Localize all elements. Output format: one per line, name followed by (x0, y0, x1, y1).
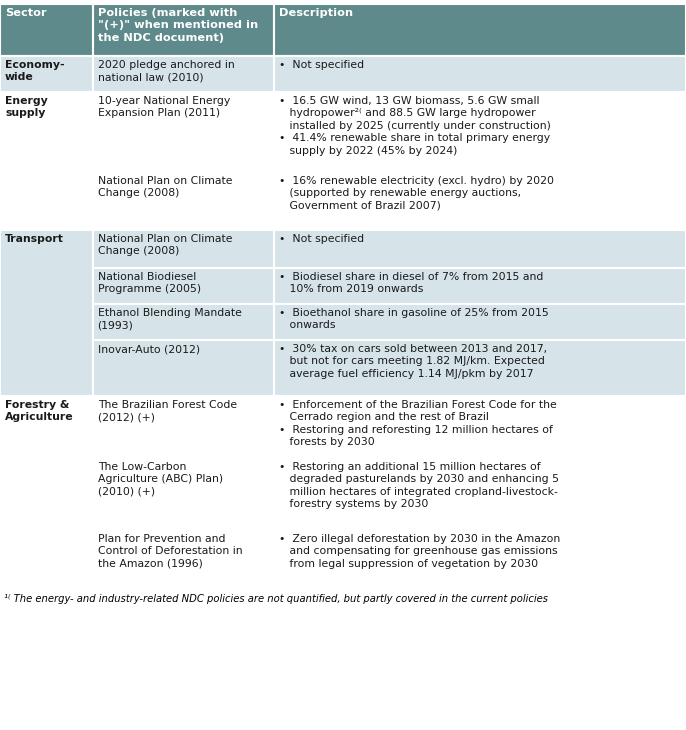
Text: •  30% tax on cars sold between 2013 and 2017,
   but not for cars meeting 1.82 : • 30% tax on cars sold between 2013 and … (279, 344, 547, 379)
Text: •  Biodiesel share in diesel of 7% from 2015 and
   10% from 2019 onwards: • Biodiesel share in diesel of 7% from 2… (279, 272, 544, 294)
Bar (0, 4, 93, 56)
Bar (274, 396, 686, 458)
Bar (274, 304, 686, 340)
Text: Sector: Sector (5, 8, 47, 18)
Bar (0, 230, 93, 396)
Bar (93, 458, 274, 530)
Text: National Plan on Climate
Change (2008): National Plan on Climate Change (2008) (97, 176, 232, 199)
Text: Economy-
wide: Economy- wide (5, 60, 64, 82)
Text: Ethanol Blending Mandate
(1993): Ethanol Blending Mandate (1993) (97, 308, 241, 331)
Bar (93, 530, 274, 592)
Text: •  Enforcement of the Brazilian Forest Code for the
   Cerrado region and the re: • Enforcement of the Brazilian Forest Co… (279, 400, 557, 447)
Bar (93, 268, 274, 304)
Text: Transport: Transport (5, 234, 64, 244)
Text: Description: Description (279, 8, 353, 18)
Text: The Low-Carbon
Agriculture (ABC) Plan)
(2010) (+): The Low-Carbon Agriculture (ABC) Plan) (… (97, 462, 223, 497)
Bar (274, 92, 686, 172)
Text: 2020 pledge anchored in
national law (2010): 2020 pledge anchored in national law (20… (97, 60, 235, 82)
Text: ¹⁽ The energy- and industry-related NDC policies are not quantified, but partly : ¹⁽ The energy- and industry-related NDC … (4, 594, 548, 604)
Text: •  Restoring an additional 15 million hectares of
   degraded pasturelands by 20: • Restoring an additional 15 million hec… (279, 462, 559, 510)
Bar (274, 230, 686, 268)
Bar (274, 4, 686, 56)
Text: Inovar-Auto (2012): Inovar-Auto (2012) (97, 344, 200, 354)
Bar (93, 396, 274, 458)
Text: •  Bioethanol share in gasoline of 25% from 2015
   onwards: • Bioethanol share in gasoline of 25% fr… (279, 308, 549, 331)
Bar (274, 172, 686, 230)
Text: Policies (marked with
"(+)" when mentioned in
the NDC document): Policies (marked with "(+)" when mention… (97, 8, 258, 43)
Text: •  Not specified: • Not specified (279, 60, 364, 70)
Bar (93, 230, 274, 268)
Text: •  Zero illegal deforestation by 2030 in the Amazon
   and compensating for gree: • Zero illegal deforestation by 2030 in … (279, 534, 560, 569)
Text: Forestry &
Agriculture: Forestry & Agriculture (5, 400, 73, 423)
Bar (93, 4, 274, 56)
Text: National Plan on Climate
Change (2008): National Plan on Climate Change (2008) (97, 234, 232, 256)
Bar (93, 56, 274, 92)
Bar (0, 56, 93, 92)
Bar (274, 340, 686, 396)
Bar (274, 530, 686, 592)
Text: 10-year National Energy
Expansion Plan (2011): 10-year National Energy Expansion Plan (… (97, 96, 230, 118)
Text: •  16.5 GW wind, 13 GW biomass, 5.6 GW small
   hydropower²⁽ and 88.5 GW large h: • 16.5 GW wind, 13 GW biomass, 5.6 GW sm… (279, 96, 552, 155)
Bar (93, 304, 274, 340)
Text: •  16% renewable electricity (excl. hydro) by 2020
   (supported by renewable en: • 16% renewable electricity (excl. hydro… (279, 176, 554, 211)
Text: Energy
supply: Energy supply (5, 96, 48, 118)
Text: Plan for Prevention and
Control of Deforestation in
the Amazon (1996): Plan for Prevention and Control of Defor… (97, 534, 242, 569)
Bar (93, 340, 274, 396)
Bar (93, 172, 274, 230)
Bar (0, 396, 93, 592)
Bar (274, 56, 686, 92)
Bar (93, 92, 274, 172)
Text: The Brazilian Forest Code
(2012) (+): The Brazilian Forest Code (2012) (+) (97, 400, 237, 423)
Text: •  Not specified: • Not specified (279, 234, 364, 244)
Bar (0, 92, 93, 230)
Bar (274, 458, 686, 530)
Bar (274, 268, 686, 304)
Text: National Biodiesel
Programme (2005): National Biodiesel Programme (2005) (97, 272, 201, 294)
